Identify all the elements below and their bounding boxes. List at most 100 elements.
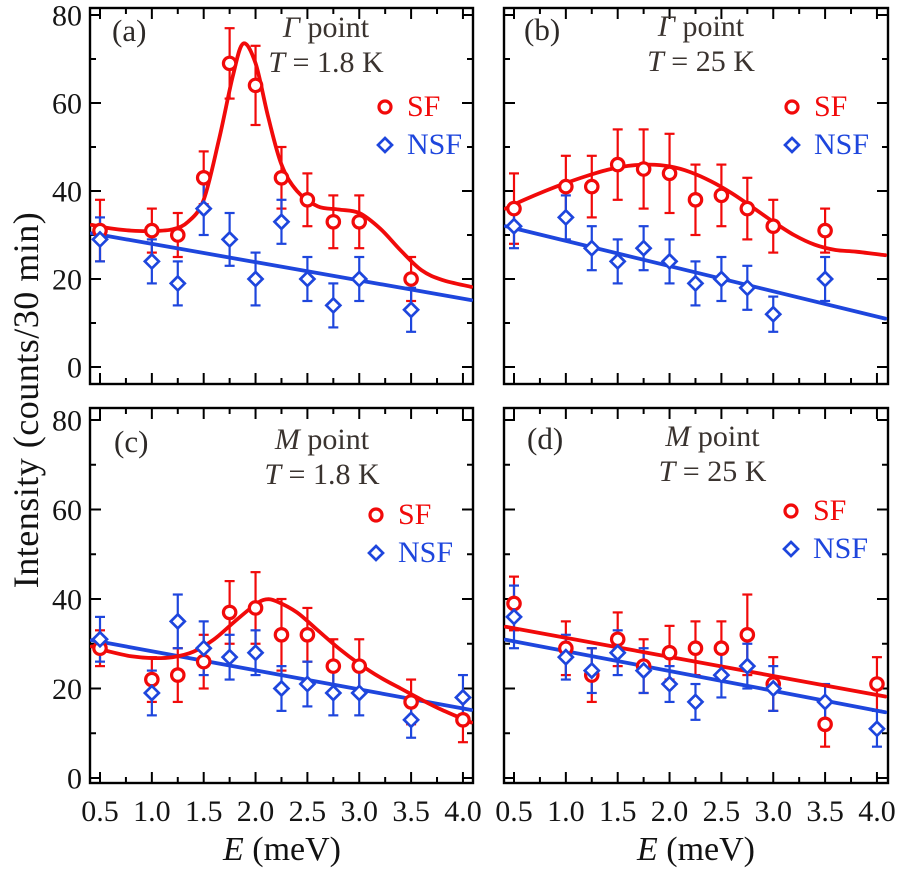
legend-item-sf: SF: [373, 88, 462, 126]
x-tick-label: 3.0: [755, 795, 793, 828]
sf-data-point: [195, 170, 212, 186]
panel-b-legend: SF NSF: [780, 88, 869, 164]
nsf-data-point: [194, 639, 213, 658]
y-tick-label: 20: [52, 264, 82, 297]
panel-a-legend: SF NSF: [373, 88, 462, 164]
nsf-data-point: [454, 688, 472, 707]
nsf-diamond-marker-icon: [376, 136, 394, 154]
y-tick-label: 60: [52, 494, 82, 527]
sf-data-point: [403, 271, 419, 287]
sf-data-point: [687, 640, 704, 657]
nsf-data-point: [91, 230, 109, 249]
panel-a-letter: (a): [112, 13, 147, 48]
sf-data-point: [299, 192, 316, 208]
legend-item-nsf: NSF: [364, 534, 453, 572]
nsf-data-point: [142, 684, 161, 702]
sf-data-point: [299, 626, 316, 643]
nsf-data-point: [402, 710, 421, 729]
sf-data-point: [273, 170, 290, 186]
nsf-data-point: [91, 630, 109, 649]
y-tick-label: 0: [67, 763, 82, 796]
panel-c-plot: 0 20 40 60 80 0.5 1.0 1.5 2.0 2.5 3.0 3.5 4.0: [52, 405, 482, 829]
sf-data-point: [144, 671, 160, 688]
sf-data-point: [739, 200, 756, 217]
x-tick-label: 3.5: [806, 795, 844, 828]
nsf-data-point: [298, 675, 317, 693]
sf-data-point: [351, 658, 368, 674]
y-tick-label: 60: [52, 88, 82, 121]
nsf-data-point: [608, 252, 627, 271]
legend-label-nsf: NSF: [813, 532, 869, 565]
x-tick-label: 4.0: [444, 795, 482, 828]
nsf-data-point: [168, 612, 187, 631]
panel-c-subtitle: T = 1.8 K: [264, 458, 380, 491]
x-tick-label: 2.5: [289, 795, 327, 828]
y-tick-label: 80: [52, 0, 82, 33]
nsf-data-point: [816, 270, 835, 288]
nsf-data-point: [505, 217, 523, 236]
x-axis-unit: (meV): [243, 831, 342, 868]
legend-item-sf: SF: [364, 496, 453, 534]
nsf-data-point: [324, 684, 343, 702]
nsf-data-point: [634, 239, 653, 258]
legend-item-nsf: NSF: [779, 530, 868, 568]
sf-data-point: [558, 178, 574, 195]
x-tick-label: 2.0: [237, 795, 275, 828]
panel-a-plot: 0 20 40 60 80: [52, 0, 475, 386]
sf-data-point: [739, 626, 756, 643]
nsf-diamond-marker-icon: [367, 544, 385, 562]
sf-circle-marker-icon: [368, 507, 384, 523]
sf-circle-marker-icon: [783, 503, 799, 519]
sf-data-point: [661, 644, 678, 661]
x-tick-label: 3.5: [392, 795, 430, 828]
sf-data-point: [661, 165, 678, 182]
x-axis-variable: E: [222, 831, 244, 868]
nsf-data-point: [402, 300, 421, 319]
nsf-data-point: [764, 679, 783, 698]
sf-data-point: [247, 77, 264, 94]
panel-b-plot: [502, 6, 890, 386]
nsf-data-point: [660, 252, 679, 271]
y-tick-label: 40: [52, 584, 82, 617]
nsf-data-point: [246, 643, 265, 662]
x-axis-variable: E: [636, 831, 658, 868]
nsf-data-point: [324, 296, 343, 315]
nsf-data-point: [816, 693, 835, 711]
sf-circle-marker-icon: [784, 99, 800, 115]
x-tick-label: 4.0: [858, 795, 896, 828]
nsf-data-point: [660, 675, 679, 693]
sf-data-point: [583, 178, 600, 195]
nsf-data-point: [634, 661, 653, 680]
legend-item-sf: SF: [779, 492, 868, 530]
sf-data-point: [817, 222, 833, 239]
nsf-data-point: [220, 230, 239, 249]
legend-item-sf: SF: [780, 88, 869, 126]
x-axis-label-left: E (meV): [132, 831, 432, 869]
y-axis-label: Intensity (counts/30 min): [6, 211, 46, 589]
sf-data-point: [195, 653, 212, 670]
sf-data-point: [765, 218, 782, 234]
nsf-data-point: [168, 274, 187, 293]
y-tick-label: 20: [52, 673, 82, 706]
sf-data-point: [169, 227, 186, 243]
nsf-data-point: [712, 270, 731, 288]
sf-data-point: [713, 640, 730, 657]
legend-label-sf: SF: [407, 90, 441, 123]
x-tick-label: 0.5: [495, 795, 533, 828]
panel-a-title: Γ point: [282, 11, 370, 44]
nsf-data-point: [868, 719, 886, 738]
legend-label-sf: SF: [813, 494, 847, 527]
x-tick-label: 2.5: [703, 795, 741, 828]
nsf-data-point: [505, 607, 523, 626]
sf-data-point: [713, 187, 730, 204]
sf-data-point: [635, 161, 652, 177]
nsf-data-point: [686, 274, 705, 293]
x-tick-label: 1.0: [133, 795, 171, 828]
legend-item-nsf: NSF: [373, 126, 462, 164]
x-tick-label: 0.5: [81, 795, 119, 828]
x-axis-label-right: E (meV): [546, 831, 846, 869]
sf-data-point: [455, 712, 471, 728]
y-tick-label: 40: [52, 176, 82, 209]
legend-label-nsf: NSF: [407, 128, 463, 161]
